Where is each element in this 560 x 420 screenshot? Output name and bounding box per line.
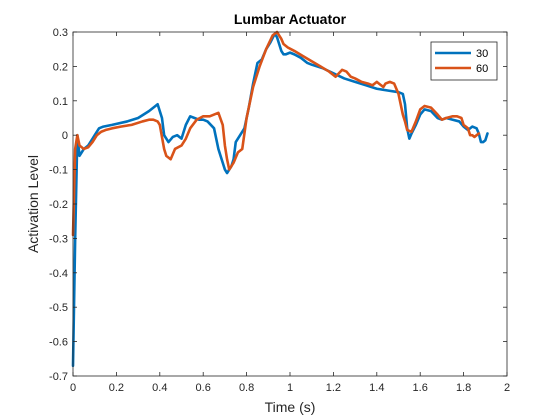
series-line-60 bbox=[71, 30, 481, 237]
y-tick-label: -0.3 bbox=[49, 233, 68, 245]
y-tick-label: 0.3 bbox=[53, 27, 68, 39]
x-tick-label: 1.6 bbox=[413, 382, 428, 394]
x-tick-label: 2 bbox=[504, 382, 510, 394]
x-axis-ticks: 0 0.2 0.4 0.6 0.8 1 1.2 1.4 1.6 1.8 2 bbox=[70, 32, 510, 394]
series-layer bbox=[71, 30, 489, 367]
y-tick-label: -0.7 bbox=[49, 371, 68, 383]
y-tick-label: 0.2 bbox=[53, 61, 68, 73]
y-tick-label: 0 bbox=[62, 130, 68, 142]
x-tick-label: 1.2 bbox=[326, 382, 341, 394]
y-tick-label: -0.2 bbox=[49, 199, 68, 211]
y-tick-label: -0.1 bbox=[49, 165, 68, 177]
y-axis-label: Activation Level bbox=[25, 155, 41, 253]
x-tick-label: 0.6 bbox=[196, 382, 211, 394]
y-axis-ticks: 0.3 0.2 0.1 0 -0.1 -0.2 -0.3 -0.4 -0.5 -0.6 -0.7 bbox=[49, 27, 507, 383]
x-tick-label: 0.2 bbox=[109, 382, 124, 394]
x-tick-label: 1.8 bbox=[456, 382, 471, 394]
plot-area bbox=[73, 32, 507, 376]
legend-box bbox=[430, 41, 498, 81]
x-tick-label: 0.4 bbox=[152, 382, 167, 394]
x-tick-label: 1.4 bbox=[369, 382, 384, 394]
legend-label-60: 60 bbox=[476, 63, 488, 75]
x-tick-label: 0.8 bbox=[239, 382, 254, 394]
y-tick-label: -0.5 bbox=[49, 302, 68, 314]
x-axis-label: Time (s) bbox=[265, 399, 316, 415]
chart-title: Lumbar Actuator bbox=[234, 11, 347, 27]
x-tick-label: 0 bbox=[70, 382, 76, 394]
x-tick-label: 1 bbox=[287, 382, 293, 394]
y-tick-label: -0.6 bbox=[49, 337, 68, 349]
y-tick-label: 0.1 bbox=[53, 96, 68, 108]
y-tick-label: -0.4 bbox=[49, 268, 68, 280]
legend-label-30: 30 bbox=[476, 48, 488, 60]
